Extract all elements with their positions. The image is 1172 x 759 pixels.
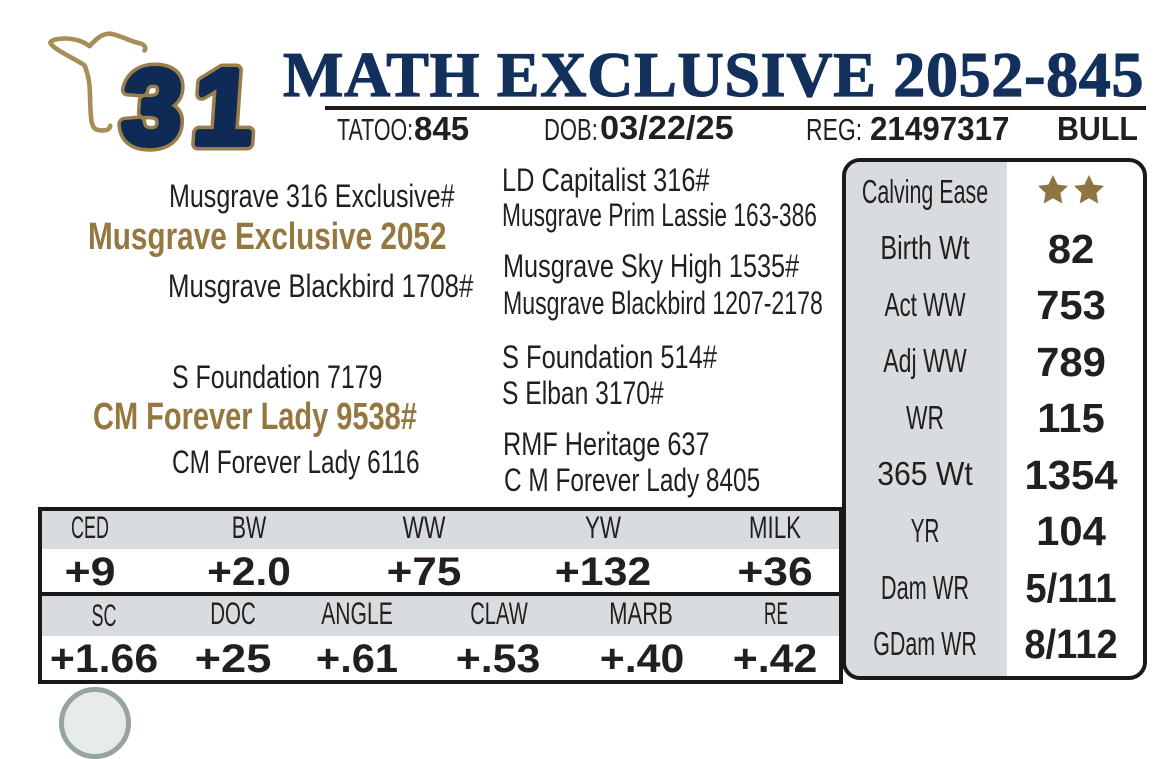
svg-text:31: 31 xyxy=(119,49,269,165)
svg-text:31: 31 xyxy=(119,49,269,165)
